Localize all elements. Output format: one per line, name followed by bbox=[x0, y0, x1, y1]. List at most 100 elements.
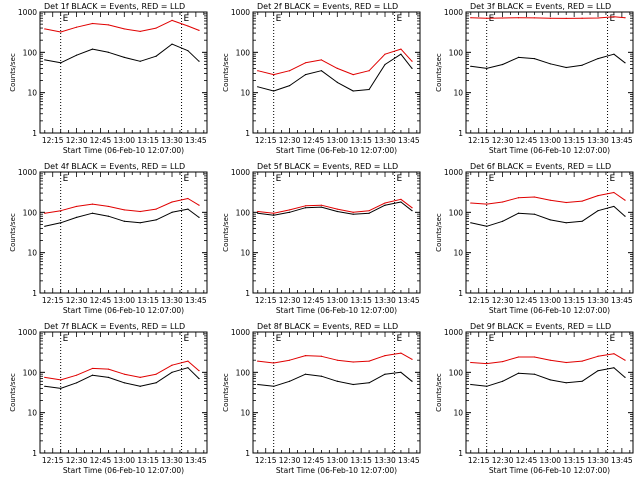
data-point-events bbox=[44, 225, 46, 227]
data-point-lld bbox=[501, 360, 504, 363]
data-point-events bbox=[60, 387, 62, 389]
data-point-events bbox=[198, 60, 200, 62]
data-point-events bbox=[257, 86, 259, 88]
x-tick-label: 12:15 bbox=[255, 136, 277, 145]
data-point-events bbox=[320, 375, 322, 377]
y-axis-label: Counts/sec bbox=[222, 373, 230, 412]
x-tick-label: 13:30 bbox=[374, 296, 396, 305]
data-point-events bbox=[336, 380, 338, 382]
data-point-lld bbox=[107, 205, 109, 208]
data-point-events bbox=[501, 220, 504, 222]
y-tick-label: 100 bbox=[449, 208, 464, 217]
data-point-events bbox=[565, 222, 567, 224]
x-tick-label: 12:45 bbox=[303, 136, 325, 145]
data-point-events bbox=[273, 385, 275, 387]
data-point-lld bbox=[257, 70, 259, 72]
y-axis-label: Counts/sec bbox=[222, 53, 230, 92]
x-tick-label: 12:15 bbox=[255, 296, 277, 305]
data-point-lld bbox=[198, 29, 200, 31]
data-point-events bbox=[565, 382, 567, 384]
data-point-lld bbox=[533, 17, 535, 19]
data-point-events bbox=[549, 219, 551, 221]
series-line-events bbox=[470, 205, 626, 227]
plot-frame bbox=[465, 11, 634, 134]
data-point-lld bbox=[198, 204, 200, 206]
plot-frame bbox=[465, 171, 634, 294]
data-point-lld bbox=[273, 212, 275, 214]
data-point-lld bbox=[75, 26, 78, 28]
data-point-lld bbox=[336, 208, 338, 210]
panel-title: Det 2f BLACK = Events, RED = LLD bbox=[257, 2, 398, 11]
data-point-events bbox=[411, 380, 413, 382]
y-tick-label: 1000 bbox=[444, 168, 463, 177]
y-axis-label: Counts/sec bbox=[9, 213, 17, 252]
data-point-events bbox=[384, 373, 386, 375]
data-point-lld bbox=[187, 25, 189, 27]
data-point-events bbox=[501, 380, 504, 382]
data-point-events bbox=[198, 377, 200, 380]
x-tick-label: 13:15 bbox=[563, 136, 585, 145]
data-point-events bbox=[624, 376, 626, 378]
data-point-events bbox=[581, 220, 583, 222]
series-line-lld bbox=[470, 192, 626, 205]
data-point-events bbox=[320, 70, 322, 72]
event-marker-label: E bbox=[276, 14, 282, 24]
data-point-lld bbox=[411, 207, 413, 209]
data-point-lld bbox=[411, 358, 413, 360]
x-axis-label: Start Time (06-Feb-10 12:07:00) bbox=[489, 466, 610, 475]
data-point-events bbox=[486, 225, 488, 227]
data-point-lld bbox=[352, 361, 354, 363]
data-point-lld bbox=[171, 364, 173, 366]
x-axis-label: Start Time (06-Feb-10 12:07:00) bbox=[63, 146, 184, 155]
series-line-events bbox=[257, 371, 413, 387]
y-tick-label: 10 bbox=[240, 89, 250, 98]
data-point-events bbox=[470, 65, 472, 67]
data-point-lld bbox=[155, 208, 157, 210]
x-tick-label: 12:45 bbox=[516, 296, 538, 305]
data-point-lld bbox=[123, 28, 125, 30]
y-axis-label: Counts/sec bbox=[435, 373, 443, 412]
y-axis-label: Counts/sec bbox=[9, 373, 17, 412]
event-marker-label: E bbox=[610, 174, 616, 184]
panel-title: Det 8f BLACK = Events, RED = LLD bbox=[257, 322, 398, 331]
data-point-lld bbox=[288, 70, 291, 72]
panel-title: Det 9f BLACK = Events, RED = LLD bbox=[470, 322, 611, 331]
x-tick-label: 13:15 bbox=[350, 296, 372, 305]
data-point-lld bbox=[501, 17, 504, 19]
x-tick-label: 13:15 bbox=[350, 456, 372, 465]
data-point-lld bbox=[273, 362, 275, 364]
x-tick-label: 13:30 bbox=[374, 456, 396, 465]
data-point-lld bbox=[60, 31, 62, 33]
y-axis-label: Counts/sec bbox=[9, 53, 17, 92]
series-line-events bbox=[470, 367, 626, 387]
data-point-lld bbox=[187, 197, 189, 200]
data-point-lld bbox=[171, 201, 173, 203]
data-point-events bbox=[624, 215, 626, 217]
x-tick-label: 13:45 bbox=[611, 296, 633, 305]
data-point-events bbox=[304, 207, 307, 209]
data-point-lld bbox=[549, 199, 551, 201]
x-tick-label: 13:15 bbox=[137, 456, 159, 465]
data-point-events bbox=[320, 206, 322, 208]
x-tick-label: 12:45 bbox=[516, 456, 538, 465]
x-axis-label: Start Time (06-Feb-10 12:07:00) bbox=[276, 466, 397, 475]
data-point-events bbox=[123, 56, 125, 58]
data-point-lld bbox=[155, 27, 157, 29]
x-tick-label: 13:45 bbox=[185, 456, 207, 465]
data-point-lld bbox=[288, 209, 291, 211]
data-point-events bbox=[565, 66, 567, 69]
data-point-lld bbox=[384, 202, 386, 204]
data-point-lld bbox=[288, 359, 291, 361]
x-tick-label: 13:00 bbox=[113, 456, 135, 465]
x-tick-label: 13:30 bbox=[161, 296, 183, 305]
data-point-lld bbox=[304, 354, 307, 357]
data-point-lld bbox=[624, 17, 626, 19]
data-point-events bbox=[352, 90, 354, 92]
y-tick-label: 1000 bbox=[231, 8, 250, 17]
panel-title: Det 1f BLACK = Events, RED = LLD bbox=[44, 2, 185, 11]
x-tick-label: 12:15 bbox=[468, 456, 490, 465]
data-point-lld bbox=[352, 211, 354, 213]
y-tick-label: 100 bbox=[236, 48, 251, 57]
data-point-events bbox=[533, 373, 535, 375]
